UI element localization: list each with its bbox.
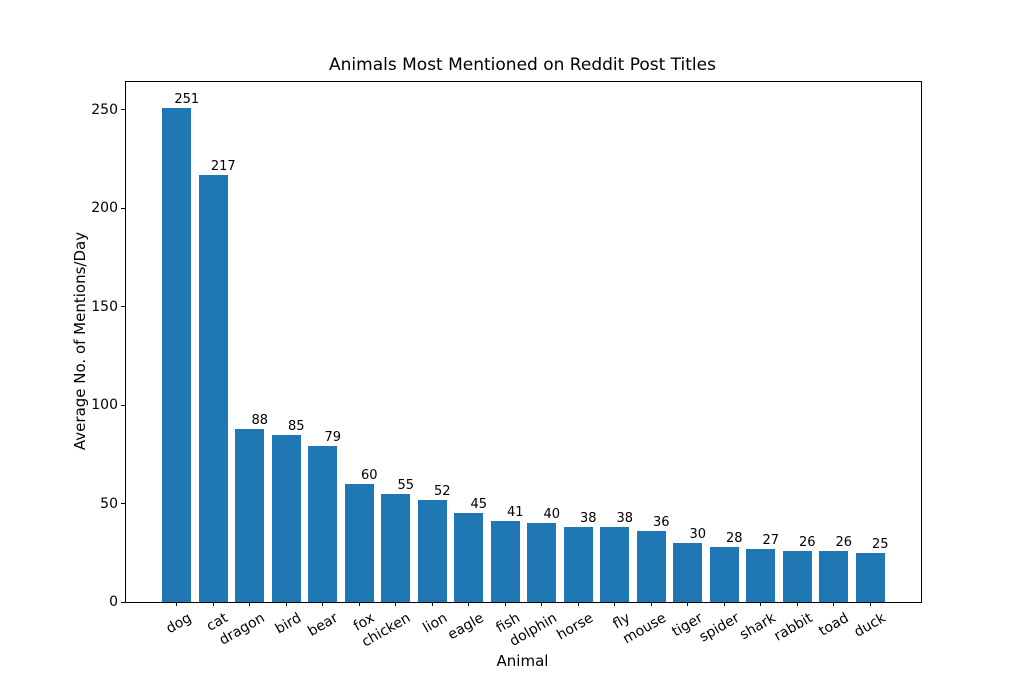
bar-duck xyxy=(855,552,885,602)
x-tick-label-shark: shark xyxy=(737,610,779,644)
bar-value-label: 217 xyxy=(210,158,236,174)
bar-value-label: 36 xyxy=(652,515,670,531)
y-tick-label: 100 xyxy=(91,397,118,414)
bar-dog xyxy=(162,107,192,602)
bar-chicken xyxy=(381,493,411,602)
x-tick-mark xyxy=(723,602,725,606)
x-tick-label-dog: dog xyxy=(163,610,195,638)
x-tick-mark xyxy=(796,602,798,606)
x-tick-mark xyxy=(833,602,835,606)
bar-fly xyxy=(600,527,630,602)
x-tick-mark xyxy=(395,602,397,606)
bar-lion xyxy=(417,499,447,602)
y-tick-label: 50 xyxy=(100,495,118,512)
x-tick-mark xyxy=(650,602,652,606)
y-tick-mark xyxy=(121,306,125,308)
bar-fish xyxy=(490,521,520,602)
bar-bird xyxy=(271,434,301,602)
bar-value-label: 85 xyxy=(287,418,305,434)
bar-value-label: 251 xyxy=(174,91,200,107)
x-tick-mark xyxy=(541,602,543,606)
bar-value-label: 28 xyxy=(725,530,743,546)
x-tick-label-eagle: eagle xyxy=(445,610,487,644)
bar-shark xyxy=(746,548,776,602)
bar-value-label: 27 xyxy=(762,532,780,548)
x-tick-mark xyxy=(176,602,178,606)
bar-value-label: 38 xyxy=(616,511,634,527)
x-tick-label-duck: duck xyxy=(851,610,889,641)
chart-title: Animals Most Mentioned on Reddit Post Ti… xyxy=(329,55,716,75)
x-tick-label-bird: bird xyxy=(272,610,305,638)
x-tick-label-bear: bear xyxy=(305,610,341,640)
x-tick-mark xyxy=(504,602,506,606)
bar-toad xyxy=(819,550,849,602)
bar-value-label: 60 xyxy=(360,467,378,483)
bar-value-label: 38 xyxy=(579,511,597,527)
bar-cat xyxy=(198,174,228,602)
bar-value-label: 26 xyxy=(835,534,853,550)
y-tick-mark xyxy=(121,207,125,209)
y-tick-label: 150 xyxy=(91,298,118,315)
x-tick-label-horse: horse xyxy=(554,610,597,644)
bar-value-label: 55 xyxy=(397,477,415,493)
x-tick-label-toad: toad xyxy=(816,610,852,640)
y-tick-label: 250 xyxy=(91,101,118,118)
bar-value-label: 41 xyxy=(506,505,524,521)
x-tick-mark xyxy=(431,602,433,606)
bar-fox xyxy=(344,483,374,602)
x-tick-label-lion: lion xyxy=(420,610,451,637)
bar-value-label: 52 xyxy=(433,483,451,499)
y-tick-label: 0 xyxy=(109,594,118,610)
bar-dolphin xyxy=(527,523,557,602)
x-tick-label-spider: spider xyxy=(696,610,743,646)
bar-bear xyxy=(308,446,338,602)
y-tick-mark xyxy=(121,601,125,603)
y-axis-label: Average No. of Mentions/Day xyxy=(71,231,89,451)
x-tick-mark xyxy=(577,602,579,606)
bar-value-label: 79 xyxy=(324,430,342,446)
y-tick-mark xyxy=(121,404,125,406)
x-tick-mark xyxy=(285,602,287,606)
bar-tiger xyxy=(673,542,703,602)
x-tick-mark xyxy=(760,602,762,606)
bar-value-label: 26 xyxy=(798,534,816,550)
x-tick-mark xyxy=(212,602,214,606)
x-axis-label: Animal xyxy=(496,652,549,670)
x-tick-mark xyxy=(614,602,616,606)
x-tick-mark xyxy=(687,602,689,606)
y-tick-mark xyxy=(121,503,125,504)
bar-value-label: 25 xyxy=(871,536,889,552)
x-tick-mark xyxy=(249,602,251,606)
bar-rabbit xyxy=(782,550,812,602)
bar-horse xyxy=(563,527,593,602)
bar-eagle xyxy=(454,513,484,602)
y-tick-mark xyxy=(121,109,125,111)
y-tick-label: 200 xyxy=(91,200,118,217)
x-tick-mark xyxy=(358,602,360,606)
x-tick-label-rabbit: rabbit xyxy=(771,610,816,645)
bar-value-label: 30 xyxy=(689,526,707,542)
plot-area: 0 50 100 150 200 250 251 dog 217 cat 88 dragon 85 bir… xyxy=(91,81,922,650)
x-tick-mark xyxy=(468,602,470,606)
bar-dragon xyxy=(235,428,265,602)
bar-value-label: 40 xyxy=(543,507,561,523)
bar-mouse xyxy=(636,531,666,602)
bar-spider xyxy=(709,546,739,602)
x-tick-mark xyxy=(869,602,871,606)
bar-value-label: 45 xyxy=(470,497,488,513)
x-tick-mark xyxy=(322,602,324,606)
bar-value-label: 88 xyxy=(251,412,269,428)
